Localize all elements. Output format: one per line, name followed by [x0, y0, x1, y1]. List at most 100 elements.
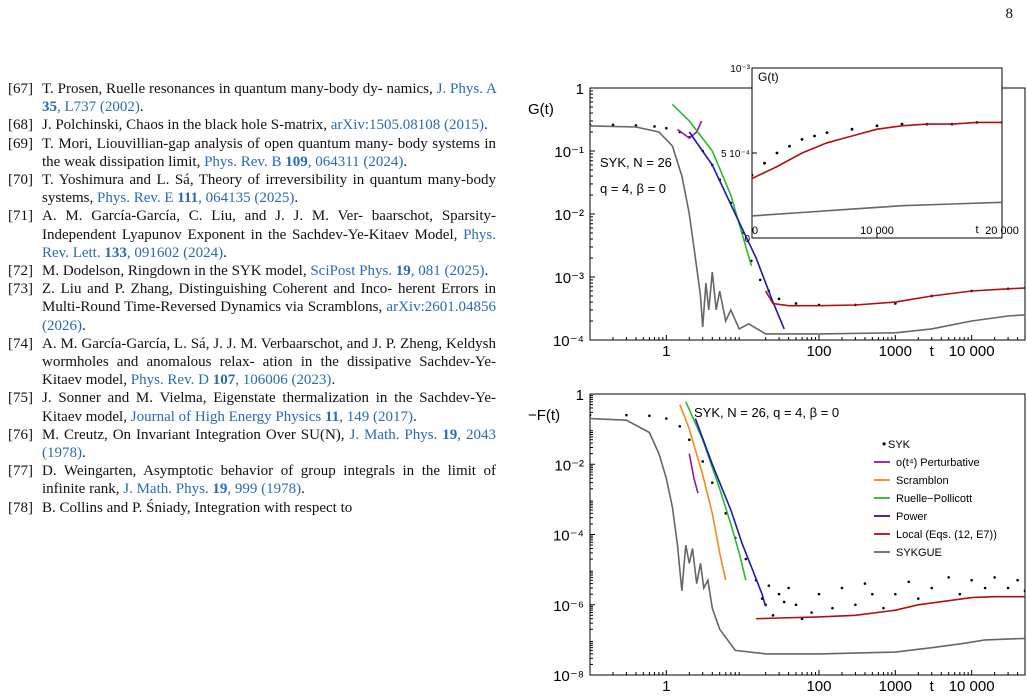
top-panel: 1 100 1000 10 000 t 1 10⁻¹ 10⁻² 10⁻³ 10⁻⁴ G(t) SYK,… — [528, 81, 1026, 360]
series-line-power — [688, 131, 785, 330]
data-point-syk — [625, 413, 628, 417]
annotation-text: SYK, N = 26 — [600, 155, 672, 170]
reference-link[interactable]: arXiv:2601.04856 (2026) — [42, 299, 496, 334]
data-point-syk — [800, 138, 804, 141]
series-line-ruelle — [671, 103, 753, 267]
reference-item: [69] T. Mori, Liouvillian-gap analysis of… — [8, 135, 496, 170]
reference-link[interactable]: SciPost Phys. 19, 081 (2025) — [310, 263, 485, 280]
series-group — [590, 401, 1025, 655]
legend-label: o(t⁴) Perturbative — [896, 457, 980, 469]
x-tick-label: 1000 — [879, 678, 912, 695]
reference-text: T. Yoshimura and L. Sá, Theory of irreve… — [42, 172, 496, 207]
series-line-local — [752, 121, 1002, 180]
data-point-syk — [810, 611, 813, 614]
x-axis-label: t — [975, 224, 978, 236]
data-point-syk — [775, 151, 779, 155]
reference-item: [73] Z. Liu and P. Zhang, Distinguishing … — [8, 281, 496, 334]
series-group — [590, 103, 1025, 335]
data-point-syk — [900, 122, 904, 126]
legend-label: Local (Eqs. (12, E7)) — [896, 529, 997, 541]
data-point-syk — [840, 586, 844, 590]
bottom-panel: 1 100 1000 10 000 t 1 10⁻² 10⁻⁴ 10⁻⁶ 10⁻⁸ −F(t) SYK… — [528, 387, 1026, 695]
data-point-syk — [648, 414, 651, 418]
x-axis-label: t — [930, 678, 935, 695]
reference-link[interactable]: Journal of High Energy Physics 11, 149 (… — [130, 408, 413, 425]
reference-number: [76] — [8, 426, 33, 443]
data-point-syk — [863, 582, 867, 585]
reference-number: [74] — [8, 335, 33, 352]
inset: 0 10 000 20 000 t 10⁻³ 5 10⁻⁴ 0 G(t) — [721, 64, 1019, 245]
data-point-syk — [907, 580, 911, 584]
y-tick-label: 10⁻³ — [730, 64, 750, 75]
reference-link[interactable]: Phys. Rev. D 107, 106006 (2023) — [130, 372, 332, 389]
reference-link[interactable]: J. Math. Phys. 19, 2043 (1978) — [42, 426, 496, 462]
data-point-syk — [817, 592, 821, 596]
data-point-syk — [724, 512, 728, 515]
data-point-syk — [788, 144, 791, 148]
reference-text: M. Dodelson, Ringdown in the SYK model, — [42, 263, 311, 280]
reference-text: J. Polchinski, Chaos in the black hole S… — [42, 117, 331, 134]
data-point-syk — [1023, 589, 1025, 593]
annotation-text: q = 4, β = 0 — [600, 181, 666, 196]
x-tick-label: 1000 — [879, 343, 912, 360]
data-point-syk — [701, 460, 705, 463]
reference-number: [71] — [8, 208, 33, 225]
series-line-sykgue — [752, 201, 1002, 217]
x-tick-label: 10 000 — [860, 225, 894, 237]
y-tick-label: 10⁻² — [554, 457, 584, 474]
x-tick-label: 10 000 — [949, 343, 995, 360]
reference-number: [78] — [8, 499, 33, 516]
data-point-syk — [831, 606, 834, 610]
reference-number: [70] — [8, 172, 33, 189]
data-point-syk — [777, 297, 781, 301]
x-tick-label: 20 000 — [985, 225, 1019, 237]
reference-link[interactable]: J. Phys. A 35, L737 (2002) — [42, 81, 496, 116]
reference-item: [76] M. Creutz, On Invariant Integration … — [8, 426, 496, 462]
data-point-syk — [611, 123, 615, 127]
data-point-syk — [850, 127, 854, 131]
data-point-syk — [710, 481, 714, 484]
legend-marker: • — [882, 437, 886, 451]
reference-link[interactable]: arXiv:1505.08108 (2015) — [330, 117, 485, 134]
y-tick-label: 10⁻⁴ — [553, 528, 584, 545]
reference-text: D. Weingarten, Asymptotic behavior of gr… — [42, 463, 496, 498]
data-point-syk — [782, 600, 786, 604]
series-line-power — [694, 418, 767, 607]
data-point-syk — [970, 578, 973, 582]
data-point-syk — [947, 576, 950, 579]
reference-text: T. Mori, Liouvillian-gap analysis of ope… — [42, 135, 496, 170]
reference-link[interactable]: Phys. Rev. Lett. 133, 091602 (2024) — [42, 226, 496, 261]
data-point-syk — [825, 131, 829, 134]
reference-link[interactable]: Phys. Rev. E 111, 064135 (2025) — [97, 190, 295, 207]
legend-label: SYKGUE — [896, 547, 942, 559]
data-point-syk — [894, 592, 897, 596]
reference-item: [78] B. Collins and P. Śniady, Integratio… — [8, 499, 496, 517]
series-line-local — [764, 287, 1025, 307]
series-line-sykgue — [590, 417, 1025, 655]
reference-item: [68] J. Polchinski, Chaos in the black ho… — [8, 117, 488, 134]
data-point-syk — [930, 586, 934, 590]
series-line-local — [756, 595, 1025, 620]
reference-text: A. M. García-García, C. Liu, and J. J. M… — [42, 208, 496, 243]
data-point-syk — [854, 603, 857, 607]
reference-text: T. Prosen, Ruelle resonances in quantum … — [42, 81, 437, 97]
reference-text: J. Sonner and M. Vielma, Eigenstate ther… — [42, 390, 496, 425]
reference-item: [71] A. M. García-García, C. Liu, and J. … — [8, 208, 496, 261]
data-point-syk — [758, 278, 762, 282]
reference-link[interactable]: Phys. Rev. B 109, 064311 (2024) — [204, 153, 404, 170]
reference-number: [68] — [8, 117, 33, 134]
y-tick-label: 10⁻⁸ — [553, 668, 584, 685]
data-point-syk — [771, 614, 775, 617]
y-tick-label: 0 — [744, 234, 750, 245]
reference-item: [75] J. Sonner and M. Vielma, Eigenstate … — [8, 390, 496, 425]
reference-link[interactable]: J. Math. Phys. 19, 999 (1978) — [123, 481, 302, 498]
y-tick-label: 10⁻³ — [554, 270, 584, 287]
data-point-syk — [1016, 578, 1019, 582]
legend-label: Scramblon — [896, 475, 949, 487]
reference-number: [77] — [8, 463, 33, 480]
panel-title: SYK, N = 26, q = 4, β = 0 — [694, 405, 839, 420]
reference-number: [69] — [8, 135, 33, 152]
data-point-syk — [787, 586, 790, 590]
y-tick-label: 10⁻² — [554, 207, 584, 224]
data-point-syk — [813, 134, 816, 138]
